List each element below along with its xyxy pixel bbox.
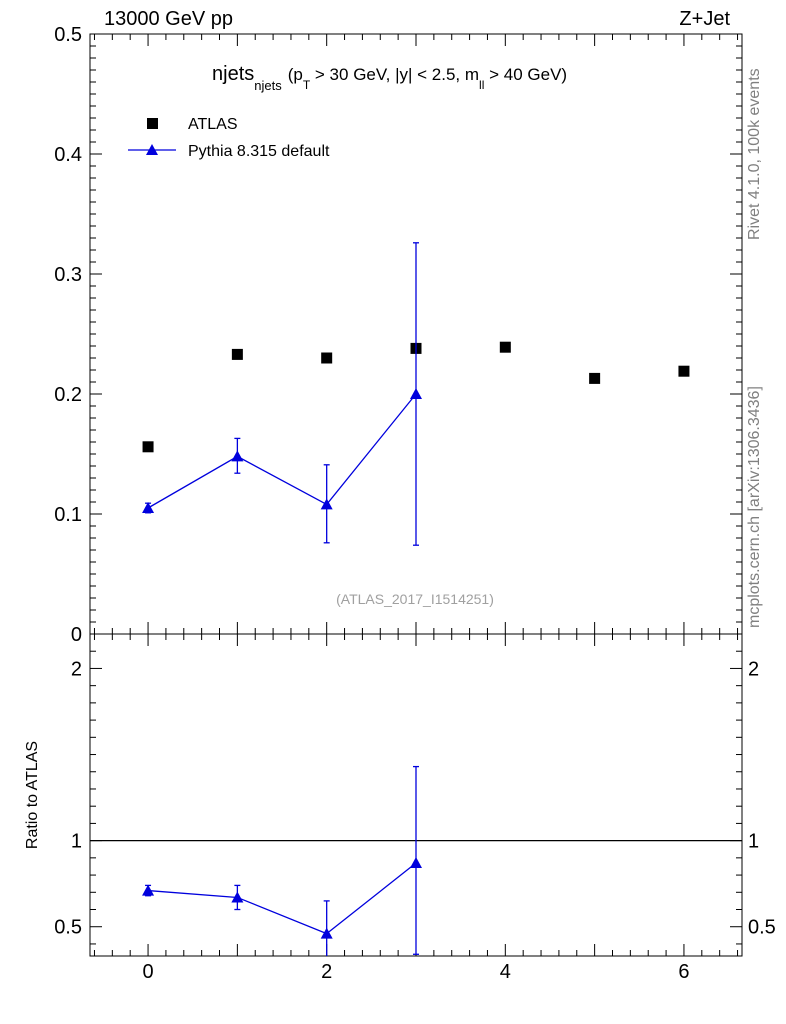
ratio-y-tick-label: 2	[71, 658, 82, 680]
title-cond-pt: (p	[288, 65, 303, 84]
title-main-sub: njets	[254, 78, 282, 93]
main-panel: 0 0.1 0.2 0.3 0.4 0.5	[54, 24, 743, 646]
title-cond-end: > 40 GeV)	[484, 65, 567, 84]
ratio-point	[231, 891, 244, 903]
title-main: njets	[212, 63, 254, 85]
legend-marker-atlas	[147, 118, 158, 129]
main-y-tick-label: 0.2	[54, 384, 82, 406]
analysis-id-watermark: (ATLAS_2017_I1514251)	[336, 591, 494, 607]
x-tick-label: 4	[500, 961, 511, 983]
title-m-sub: ll	[479, 78, 484, 92]
atlas-data-point	[231, 348, 243, 360]
ratio-y-tick-label-right: 2	[748, 658, 759, 680]
atlas-data-point	[499, 341, 511, 353]
main-y-tick-label: 0.5	[54, 24, 82, 46]
main-y-tick-label: 0.3	[54, 264, 82, 286]
legend-label-atlas: ATLAS	[188, 116, 238, 133]
atlas-data-point	[321, 352, 333, 364]
pythia-point	[142, 502, 155, 513]
atlas-data-point	[678, 365, 690, 377]
x-tick-label: 2	[321, 961, 332, 983]
x-tick-label: 6	[678, 961, 689, 983]
ratio-point	[142, 884, 155, 896]
collision-energy-label: 13000 GeV pp	[104, 8, 233, 30]
ratio-y-tick-label: 0.5	[54, 917, 82, 939]
ratio-y-axis-label: Ratio to ATLAS	[24, 741, 41, 849]
title-cond-mid: > 30 GeV, |y| < 2.5, m	[310, 65, 479, 84]
legend-marker-pythia	[146, 144, 158, 155]
pythia-line	[147, 393, 417, 509]
ratio-point	[410, 857, 422, 869]
atlas-data-point	[589, 372, 601, 384]
pythia-point	[320, 498, 333, 510]
pythia-point	[231, 450, 244, 462]
ratio-y-tick-label: 1	[71, 831, 82, 853]
main-y-tick-label: 0.1	[54, 504, 82, 526]
legend-label-pythia: Pythia 8.315 default	[188, 143, 330, 160]
ratio-y-tick-label-right: 1	[748, 831, 759, 853]
x-tick-label: 0	[142, 961, 153, 983]
ratio-panel: 0.5 0.5 1 1 2 2 0 2 4 6 Ratio to ATLAS	[24, 633, 776, 983]
pythia-point	[410, 388, 422, 399]
atlas-data-point	[142, 441, 154, 453]
title-pt-sub: T	[303, 78, 311, 92]
process-label: Z+Jet	[679, 8, 730, 30]
main-y-tick-label: 0	[71, 624, 82, 646]
legend: ATLAS Pythia 8.315 default	[128, 116, 330, 160]
ratio-line	[148, 862, 417, 935]
ratio-y-tick-label-right: 0.5	[748, 917, 776, 939]
main-y-tick-label: 0.4	[54, 144, 82, 166]
chart-title: njetsnjets (pT > 30 GeV, |y| < 2.5, mll >…	[212, 63, 567, 93]
ratio-point	[320, 927, 333, 939]
